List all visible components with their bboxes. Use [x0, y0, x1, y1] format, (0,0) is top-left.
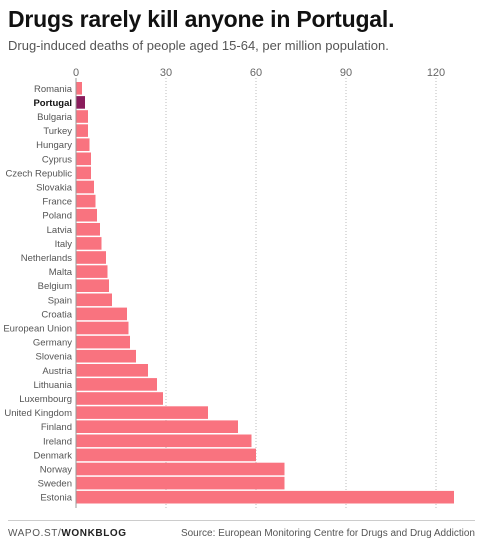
category-label: Slovenia	[36, 352, 73, 363]
bar	[76, 194, 96, 208]
category-label: Poland	[42, 211, 72, 222]
bar	[76, 110, 88, 123]
x-tick-label: 0	[73, 67, 79, 79]
category-label: Cyprus	[42, 154, 72, 165]
category-label: Slovakia	[36, 183, 73, 194]
category-label: Turkey	[43, 126, 72, 137]
bar	[76, 378, 157, 391]
category-label: Malta	[49, 267, 73, 278]
category-label: Sweden	[38, 479, 72, 490]
bar	[76, 321, 129, 335]
category-label: Netherlands	[21, 253, 72, 264]
bars	[75, 78, 454, 508]
category-label: United Kingdom	[4, 408, 72, 419]
bar	[76, 208, 97, 222]
category-label: Estonia	[40, 493, 72, 504]
bar	[76, 420, 238, 433]
category-label: Latvia	[47, 225, 73, 236]
bar	[76, 96, 85, 109]
x-axis-ticks: 0 30 60 90 120	[73, 67, 445, 79]
bar	[76, 349, 136, 363]
category-label: Croatia	[41, 309, 72, 320]
footer-section: WONKBLOG	[61, 528, 127, 539]
bar	[76, 434, 252, 448]
chart-subtitle: Drug-induced deaths of people aged 15-64…	[8, 38, 389, 53]
bar	[76, 82, 82, 95]
x-tick-label: 60	[250, 67, 262, 79]
bar	[76, 392, 163, 405]
bar	[76, 364, 148, 377]
category-label: Romania	[34, 84, 73, 95]
bar	[76, 307, 127, 321]
bar	[76, 335, 130, 349]
category-label: Austria	[42, 366, 72, 377]
x-tick-label: 30	[160, 67, 172, 79]
category-label: Finland	[41, 422, 72, 433]
footer-source: Source: European Monitoring Centre for D…	[180, 528, 475, 539]
chart-title: Drugs rarely kill anyone in Portugal.	[8, 6, 395, 32]
category-label: Norway	[40, 465, 72, 476]
category-label: Spain	[48, 295, 72, 306]
x-tick-label: 120	[427, 67, 445, 79]
category-label: Ireland	[43, 436, 72, 447]
category-label: Germany	[33, 338, 72, 349]
bar	[76, 476, 285, 490]
bar	[76, 293, 112, 307]
footer-site: WAPO.ST/	[8, 528, 62, 539]
category-label: Bulgaria	[37, 112, 73, 123]
category-label: Italy	[55, 239, 73, 250]
category-label: Lithuania	[33, 380, 72, 391]
category-labels: Romania Portugal Bulgaria Turkey Hungary Cypr…	[3, 84, 72, 504]
footer-divider	[8, 520, 475, 521]
category-label: Denmark	[33, 450, 72, 461]
bar	[76, 490, 454, 504]
category-label: Portugal	[33, 98, 72, 109]
category-label: Hungary	[36, 140, 72, 151]
x-tick-label: 90	[340, 67, 352, 79]
bar	[76, 223, 100, 236]
bar	[76, 152, 91, 166]
category-label: European Union	[3, 324, 72, 335]
bar	[76, 279, 109, 292]
bar	[76, 166, 91, 180]
category-label: Czech Republic	[5, 168, 72, 179]
category-label: Luxembourg	[19, 394, 72, 405]
bar	[76, 462, 285, 476]
bar	[76, 180, 94, 194]
category-label: France	[42, 197, 72, 208]
footer-credit: WAPO.ST/WONKBLOG	[8, 528, 127, 539]
bar	[76, 138, 90, 151]
bar	[76, 406, 208, 419]
bar	[76, 237, 102, 250]
bar	[76, 265, 108, 278]
bar	[76, 251, 106, 264]
category-label: Belgium	[38, 281, 72, 292]
bar	[76, 448, 256, 462]
bar	[76, 124, 88, 137]
